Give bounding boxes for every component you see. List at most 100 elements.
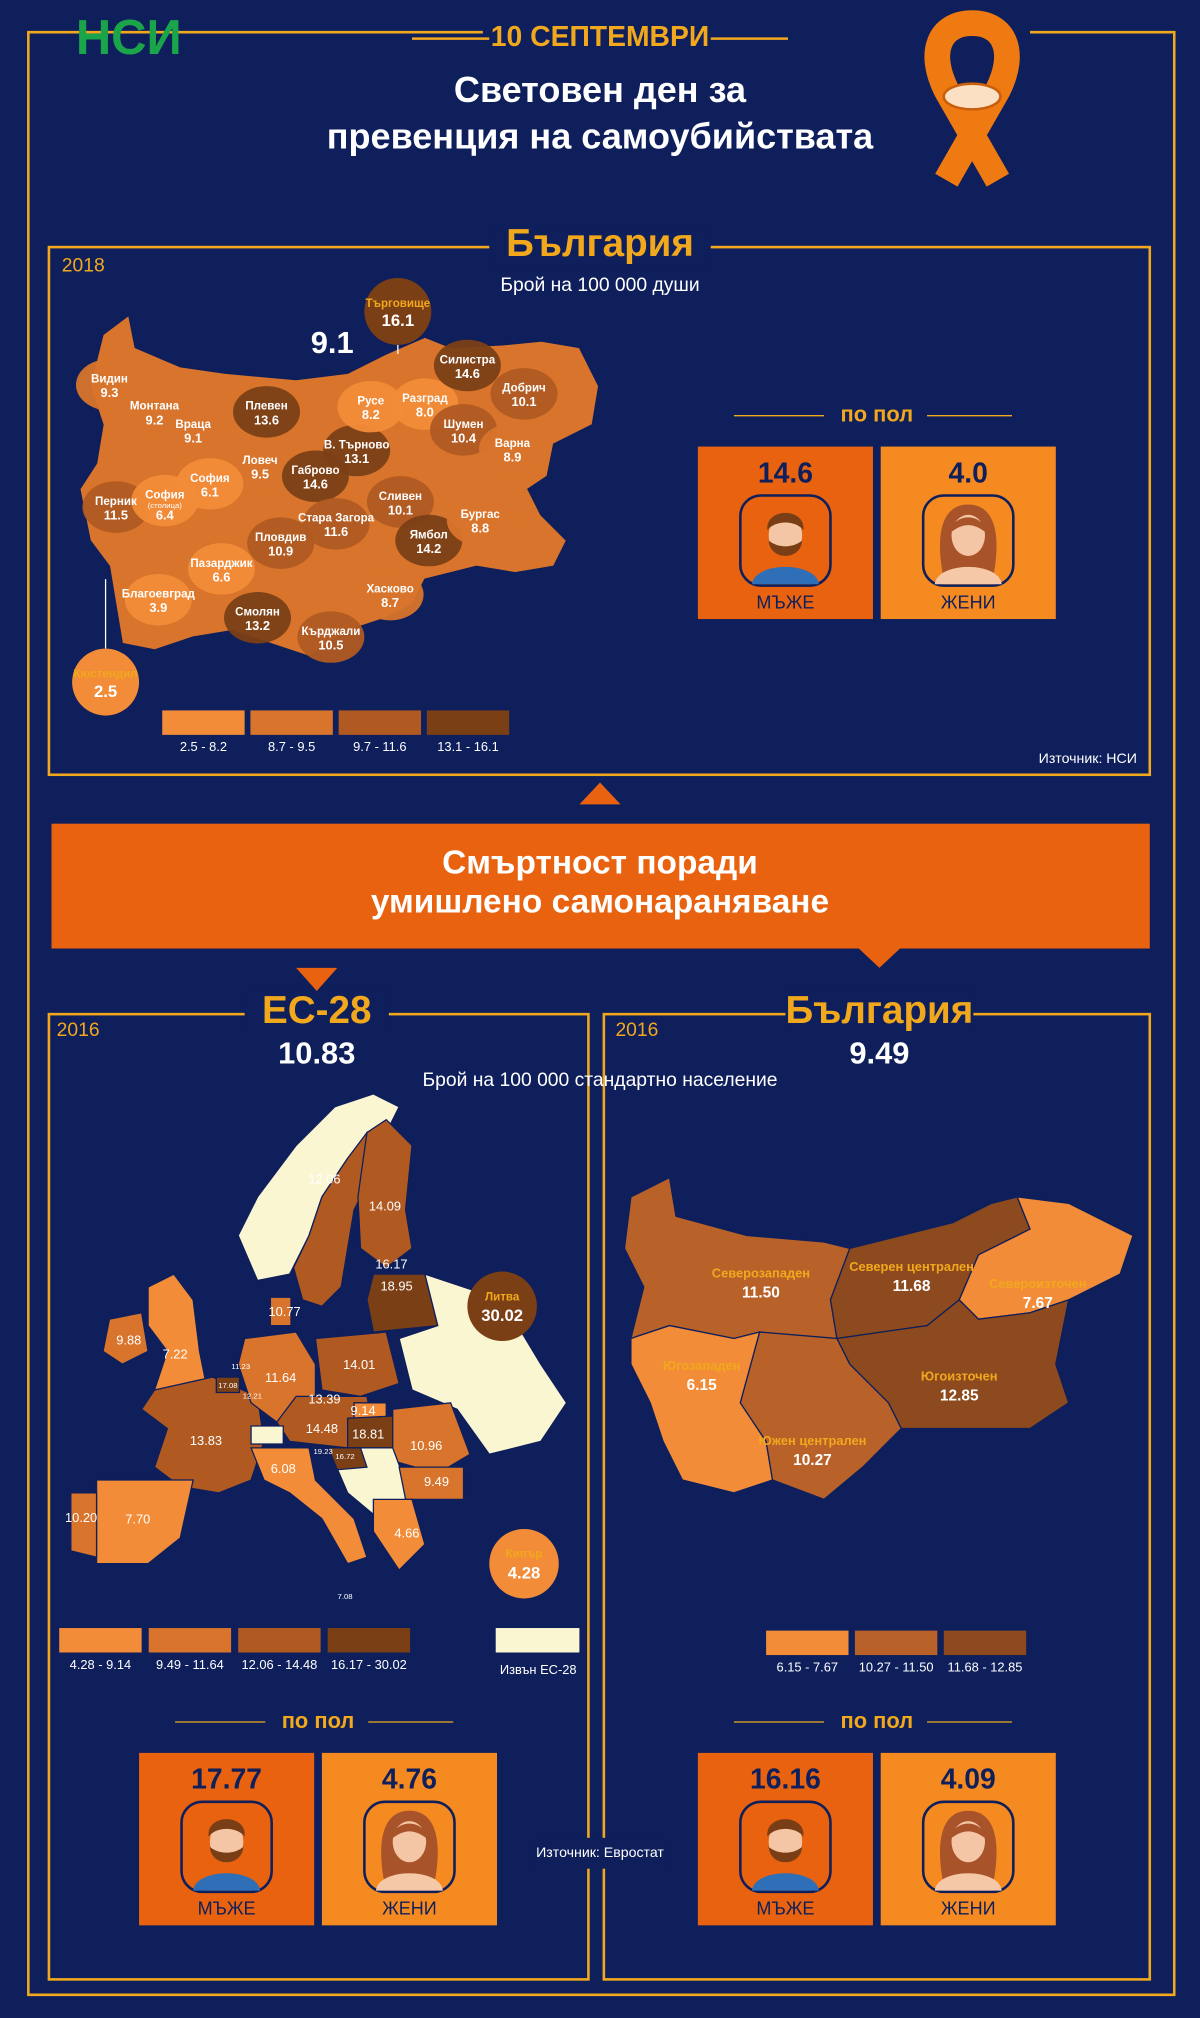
by-sex-title: по пол [841,1708,914,1733]
by-sex-label: ЖЕНИ [941,592,996,612]
region-area [356,568,424,621]
callout-value: 30.02 [481,1306,523,1325]
banner-text: Смъртност поради [442,845,758,882]
country-value: 10.77 [268,1304,300,1319]
legend-swatch [854,1630,938,1656]
country-value: 14.01 [343,1357,375,1372]
by-sex-value: 4.76 [382,1763,437,1795]
region-value: 10.27 [793,1452,832,1469]
source-gap [534,1837,666,1869]
region-area [323,424,391,477]
country-value: 14.09 [369,1199,401,1214]
country-area [102,1311,149,1365]
region-value: 7.67 [1023,1295,1053,1312]
avatar-hair [208,1819,245,1837]
region-name: Добрич [502,383,546,395]
region-value: 6.15 [687,1377,717,1394]
by-sex-label: ЖЕНИ [382,1899,437,1919]
region-name: Габрово [291,465,339,477]
region-value: 12.85 [940,1387,979,1404]
country-value: 16.72 [335,1452,354,1461]
region-value: 8.2 [362,407,380,422]
legend-label: Извън ЕС-28 [500,1662,577,1677]
region-area [302,498,370,550]
region-name: Пловдив [255,532,306,544]
region-area [297,611,365,663]
avatar-beard [768,540,803,556]
region-name: Стара Загора [298,513,375,525]
subtitle: Брой на 100 000 души [500,275,699,296]
region-note: (столица) [148,501,183,510]
region-value: 13.1 [344,451,369,466]
country-value: 10.96 [410,1438,442,1453]
region-value: 14.6 [455,366,480,381]
country-value: 12.21 [243,1391,262,1400]
region-value: 6.4 [156,507,175,522]
region-name: Пазарджик [190,558,252,570]
by-sex-label: МЪЖЕ [756,1899,814,1919]
country-area [357,1118,413,1269]
title-line: превенция на самоубийствата [327,116,874,157]
region-area [75,359,143,411]
year: 2016 [57,1020,100,1041]
legend-label: 6.15 - 7.67 [777,1659,838,1674]
title-gap [785,990,974,1035]
region-value: 9.3 [100,385,118,400]
legend-label: 8.7 - 9.5 [268,739,315,754]
region-area [490,368,558,420]
country-area [372,1498,426,1572]
date: 10 СЕПТЕМВРИ [491,20,709,52]
callout-value: 2.5 [94,682,117,701]
region-value: 8.8 [471,520,489,535]
region-value: 6.6 [213,569,231,584]
avatar-beard [768,1846,803,1863]
by-sex-label: ЖЕНИ [941,1899,996,1919]
outer-frame [27,30,1176,1997]
country-value: 13.39 [308,1392,340,1407]
arrow-up [579,782,621,805]
avatar-frame [739,1800,832,1894]
avatar-body [934,1873,1002,1891]
region-area [124,573,192,626]
region-value: 10.1 [388,502,413,517]
region-name: София [145,490,184,502]
avatar-hair [767,512,804,531]
region-value: 11.68 [893,1278,931,1295]
region-value: 10.4 [451,430,477,445]
by-sex-value: 16.16 [750,1763,821,1795]
legend-swatch [495,1628,580,1653]
region-value: 8.0 [416,405,434,420]
legend-swatch [766,1630,849,1656]
region-value: 9.2 [146,412,164,427]
avatar-frame [921,1800,1015,1894]
country-area [70,1492,98,1559]
country-area [250,1425,284,1445]
avatar-frame [739,494,832,587]
region-area [226,440,294,492]
country-value: 14.48 [306,1421,338,1436]
avatar-body [934,566,1002,585]
title-gap [244,990,389,1035]
avatar-frame [180,1800,273,1894]
country-area [327,1447,368,1471]
by-sex-value: 4.0 [949,456,988,488]
legend-swatch [250,710,333,735]
country-value: 16.17 [375,1257,407,1272]
legend-label: 13.1 - 16.1 [437,739,498,754]
callout-circle [72,648,140,716]
country-value: 17.08 [218,1381,237,1390]
region-name: Разград [402,393,448,405]
country-value: 13.83 [190,1433,222,1448]
country-area [366,1273,439,1333]
country-value: 12.06 [308,1172,340,1187]
region-area [187,543,255,595]
by-sex-value: 17.77 [191,1763,262,1795]
region-value: 8.9 [503,450,521,465]
region-area [337,380,405,433]
legend-label: 4.28 - 9.14 [70,1657,131,1672]
banner [51,823,1150,949]
region-value: 14.6 [303,477,328,492]
region-area [739,1331,903,1501]
by-sex-title: по пол [282,1708,355,1733]
